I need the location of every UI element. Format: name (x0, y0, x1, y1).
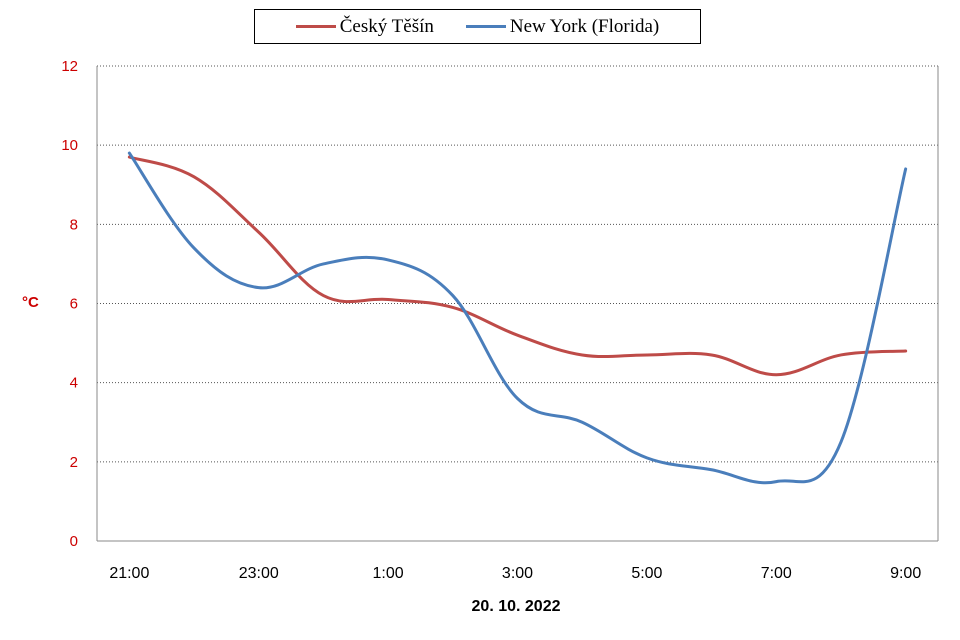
y-tick-label: 12 (61, 58, 78, 75)
y-tick-label: 10 (61, 137, 78, 154)
x-tick-label: 5:00 (631, 565, 662, 582)
legend-label-cesky-tesin: Český Těšín (339, 15, 434, 37)
series-line-0 (127, 155, 908, 377)
x-tick-label: 23:00 (239, 565, 279, 582)
x-tick-labels: 21:00 23:00 1:00 3:00 5:00 7:00 9:00 (109, 565, 921, 582)
x-tick-label: 9:00 (890, 565, 921, 582)
x-tick-label: 7:00 (761, 565, 792, 582)
axes (96, 66, 939, 542)
y-tick-labels: 0 2 4 6 8 10 12 (61, 58, 78, 550)
x-tick-label: 21:00 (109, 565, 149, 582)
x-tick-label: 1:00 (373, 565, 404, 582)
y-tick-label: 4 (70, 375, 78, 392)
legend-item-cesky-tesin: Český Těšín (295, 15, 434, 38)
x-axis-title: 20. 10. 2022 (471, 598, 561, 615)
y-tick-label: 2 (70, 454, 78, 471)
legend-swatch-cesky-tesin (295, 25, 336, 28)
y-tick-label: 6 (70, 296, 78, 313)
legend: Český Těšín New York (Florida) (254, 9, 701, 44)
x-tick-label: 3:00 (502, 565, 533, 582)
legend-item-new-york: New York (Florida) (465, 15, 660, 38)
y-tick-label: 8 (70, 216, 78, 233)
legend-label-new-york: New York (Florida) (509, 15, 660, 37)
y-axis-label: °C (22, 294, 39, 311)
grid-lines (97, 65, 938, 463)
y-tick-label: 0 (70, 533, 78, 550)
series-lines (127, 151, 908, 485)
series-line-1 (127, 151, 908, 485)
legend-swatch-new-york (465, 25, 506, 28)
